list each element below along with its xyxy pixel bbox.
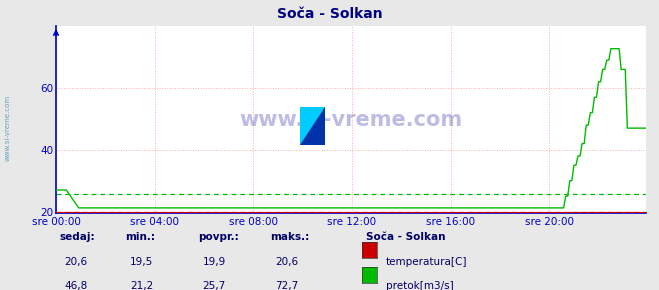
Text: temperatura[C]: temperatura[C] (386, 257, 467, 267)
Text: Soča - Solkan: Soča - Solkan (277, 7, 382, 21)
Text: www.si-vreme.com: www.si-vreme.com (239, 110, 463, 130)
Text: 19,9: 19,9 (202, 257, 226, 267)
Text: 21,2: 21,2 (130, 281, 154, 290)
Polygon shape (300, 107, 325, 145)
Text: 46,8: 46,8 (64, 281, 88, 290)
Text: min.:: min.: (125, 232, 156, 242)
Text: www.si-vreme.com: www.si-vreme.com (5, 95, 11, 161)
Text: maks.:: maks.: (270, 232, 310, 242)
Polygon shape (300, 107, 325, 145)
Text: 19,5: 19,5 (130, 257, 154, 267)
Text: pretok[m3/s]: pretok[m3/s] (386, 281, 453, 290)
Text: sedaj:: sedaj: (59, 232, 95, 242)
Text: Soča - Solkan: Soča - Solkan (366, 232, 445, 242)
Text: 25,7: 25,7 (202, 281, 226, 290)
Text: 20,6: 20,6 (275, 257, 299, 267)
Text: 20,6: 20,6 (64, 257, 88, 267)
Text: povpr.:: povpr.: (198, 232, 239, 242)
Text: 72,7: 72,7 (275, 281, 299, 290)
